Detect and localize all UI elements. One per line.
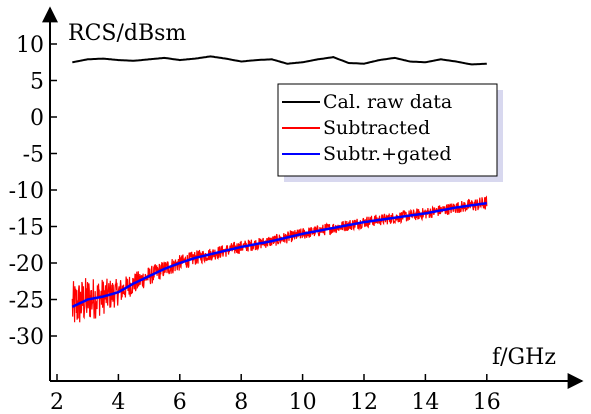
x-tick-label: 8	[234, 390, 248, 414]
y-tick-label: -30	[9, 325, 44, 350]
x-ticks: 2 4 6 8 10 12 14 16	[50, 374, 501, 414]
x-tick-label: 16	[473, 390, 501, 414]
x-tick-label: 14	[411, 390, 439, 414]
legend: Cal. raw data Subtracted Subtr.+gated	[277, 83, 503, 182]
series-gated-line	[71, 201, 488, 308]
legend-label-raw: Cal. raw data	[323, 91, 452, 113]
x-tick-label: 4	[111, 390, 125, 414]
y-tick-label: -5	[23, 143, 44, 168]
y-tick-label: -20	[9, 252, 44, 277]
series-raw-line	[72, 55, 487, 66]
y-ticks: 10 5 0 -5 -10 -15 -20 -25 -30	[9, 33, 57, 350]
y-axis-title: RCS/dBsm	[68, 21, 186, 46]
y-tick-label: 10	[16, 33, 44, 58]
axes	[42, 6, 584, 389]
y-tick-label: -25	[9, 289, 44, 314]
series-layer	[71, 55, 488, 323]
legend-label-gated: Subtr.+gated	[323, 143, 452, 165]
x-tick-label: 10	[289, 390, 317, 414]
legend-label-subtracted: Subtracted	[323, 117, 430, 139]
series-subtracted-line	[71, 195, 488, 323]
x-tick-label: 12	[350, 390, 378, 414]
x-axis-title: f/GHz	[492, 345, 556, 370]
x-tick-label: 2	[50, 390, 64, 414]
x-tick-label: 6	[173, 390, 187, 414]
y-tick-label: 5	[30, 70, 44, 95]
y-tick-label: -15	[9, 216, 44, 241]
y-tick-label: 0	[30, 106, 44, 131]
y-tick-label: -10	[9, 179, 44, 204]
legend-box	[277, 83, 498, 177]
